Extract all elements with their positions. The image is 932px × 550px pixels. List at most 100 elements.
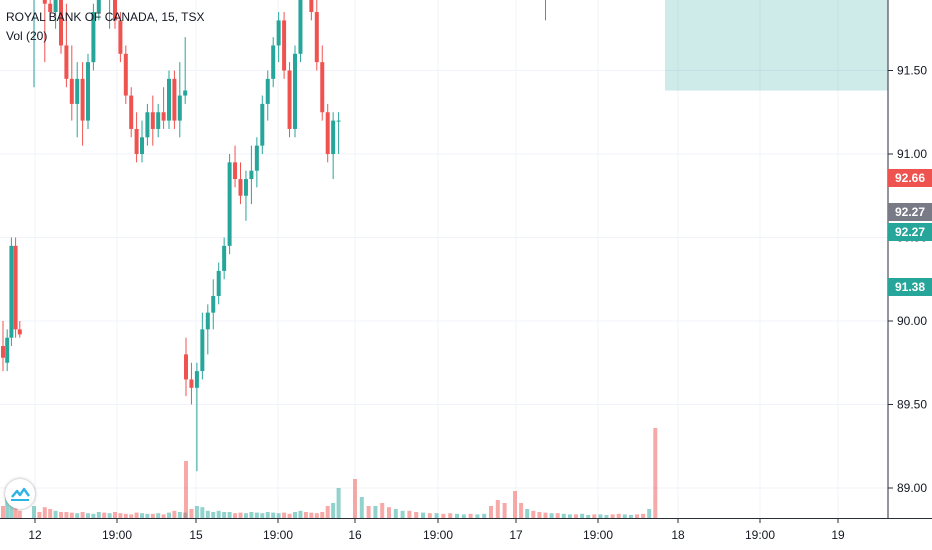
volume-bar <box>598 514 603 518</box>
target-price-label <box>888 278 932 296</box>
volume-bar <box>336 488 341 518</box>
last-price-label <box>888 203 932 221</box>
volume-bar <box>276 513 281 518</box>
volume-bar <box>567 514 572 518</box>
volume-bar <box>91 513 96 518</box>
candle-body <box>113 0 117 21</box>
volume-bar <box>140 513 144 518</box>
volume-bar <box>622 514 627 518</box>
volume-bar <box>407 510 412 518</box>
volume-bar <box>1 506 5 518</box>
volume-bar <box>647 509 652 518</box>
volume-bar <box>586 515 591 518</box>
candle-body <box>1 346 5 358</box>
volume-bar <box>260 513 265 518</box>
candle-body <box>287 70 292 129</box>
volume-bar <box>59 512 63 518</box>
volume-bar <box>211 512 216 518</box>
volume-bar <box>387 507 391 518</box>
volume-bar <box>331 503 336 518</box>
candle-body <box>9 245 14 338</box>
volume-bar <box>194 506 199 518</box>
volume-bar <box>177 512 182 518</box>
last-price-label-text: 92.27 <box>895 205 925 219</box>
candle-body <box>177 95 182 121</box>
volume-bar <box>531 510 536 518</box>
volume-bar <box>222 512 227 518</box>
volume-bar <box>610 514 615 518</box>
volume-bar <box>287 513 292 518</box>
candle-body <box>276 20 281 46</box>
price-tick-label: 90.00 <box>897 314 927 328</box>
time-tick-label: 19:00 <box>102 528 132 542</box>
candle-body <box>194 371 199 388</box>
volume-bar <box>184 461 188 518</box>
candle-body <box>118 20 123 54</box>
candle-body <box>91 12 96 63</box>
volume-bar <box>86 513 90 518</box>
volume-bar <box>555 513 560 518</box>
volume-bar <box>502 503 507 518</box>
candle-body <box>80 78 85 121</box>
volume-bar <box>189 509 194 518</box>
volume-bar <box>118 513 123 518</box>
volume-bar <box>489 506 493 518</box>
volume-bar <box>537 512 542 518</box>
candle-body <box>205 312 210 330</box>
candle-body <box>293 53 297 129</box>
stop-price-label-text: 92.66 <box>895 171 925 185</box>
volume-bar <box>265 512 270 518</box>
price-tick-label: 91.00 <box>897 147 927 161</box>
volume-bar <box>604 515 609 518</box>
candle-body <box>17 329 22 335</box>
entry-price-label <box>888 223 932 241</box>
candle-body <box>336 120 341 122</box>
volume-bar <box>513 491 517 518</box>
volume-bar <box>172 510 177 518</box>
volume-bar <box>400 510 405 518</box>
volume-bar <box>200 507 205 518</box>
time-tick-label: 19:00 <box>583 528 613 542</box>
candle-body <box>243 179 248 196</box>
volume-bar <box>495 500 500 518</box>
volume-bar <box>271 512 276 518</box>
candle-body <box>167 78 171 121</box>
tradingview-logo-icon[interactable] <box>5 479 35 509</box>
take-profit-zone <box>665 0 888 91</box>
volume-bar <box>592 514 597 518</box>
candle-body <box>134 128 139 154</box>
candle-body <box>227 162 232 246</box>
candle-body <box>156 112 161 129</box>
volume-bar <box>653 428 658 518</box>
candle-body <box>325 112 330 154</box>
candle-body <box>53 0 58 13</box>
price-tick-label: 89.50 <box>897 398 927 412</box>
volume-bar <box>574 514 578 518</box>
candle-body <box>123 53 128 96</box>
candle-body <box>200 329 205 372</box>
volume-bar <box>233 513 238 518</box>
volume-bar <box>468 513 473 518</box>
volume-bar <box>325 506 330 518</box>
time-tick-label: 19:00 <box>263 528 293 542</box>
symbol-title: ROYAL BANK OF CANADA, 15, TSX <box>6 10 205 24</box>
volume-bar <box>580 513 585 518</box>
time-tick-label: 19:00 <box>745 528 775 542</box>
candle-body <box>13 245 18 330</box>
volume-bar <box>455 513 459 518</box>
candle-body <box>309 0 314 13</box>
volume-bar <box>80 512 85 518</box>
volume-bar <box>353 479 357 518</box>
candle-body <box>150 112 155 129</box>
volume-bar <box>102 512 107 518</box>
candle-body <box>161 112 166 121</box>
volume-bar <box>380 503 385 518</box>
volume-bar <box>309 512 314 518</box>
volume-bar <box>303 512 308 518</box>
candle-body <box>238 179 243 196</box>
volume-bar <box>69 512 74 518</box>
candle-body <box>331 120 336 154</box>
volume-bar <box>37 512 42 518</box>
candle-body <box>96 0 101 13</box>
